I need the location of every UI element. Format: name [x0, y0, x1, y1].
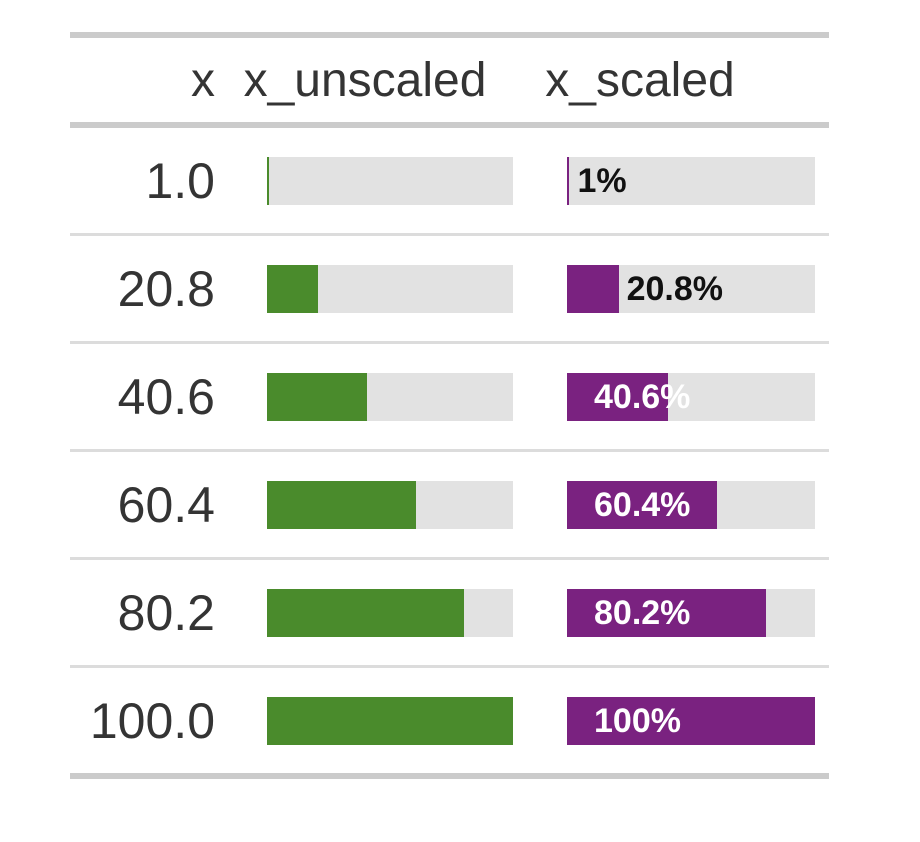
scaled-bar-fill: [567, 588, 766, 637]
column-header-x-scaled: x_scaled: [545, 53, 735, 107]
table-bottom-rule: [70, 773, 829, 779]
x-unscaled-cell: [215, 156, 515, 205]
x-value: 80.2: [117, 584, 215, 641]
table-row: 100.0 100%: [70, 665, 829, 773]
table-top-rule: [70, 32, 829, 38]
scaled-bar-label: 40.6%: [594, 377, 691, 416]
x-value: 60.4: [117, 476, 215, 533]
unscaled-bar-track: [267, 372, 513, 421]
scaled-bar-fill: [567, 480, 717, 529]
x-scaled-cell: 100%: [515, 696, 829, 745]
x-value: 40.6: [117, 368, 215, 425]
header-bottom-rule: [70, 122, 829, 128]
unscaled-bar-fill: [267, 588, 465, 637]
x-unscaled-cell: [215, 264, 515, 313]
scaled-bar-fill: [567, 372, 668, 421]
column-header-x-unscaled: x_unscaled: [243, 53, 487, 107]
x-unscaled-cell: [215, 588, 515, 637]
x-unscaled-cell: [215, 372, 515, 421]
scaled-bar-track: 40.6%: [567, 372, 815, 421]
x-scaled-cell: 40.6%: [515, 372, 829, 421]
unscaled-bar-track: [267, 480, 513, 529]
scaled-bar-track: 80.2%: [567, 588, 815, 637]
x-unscaled-cell: [215, 480, 515, 529]
scaled-bar-fill: [567, 264, 619, 313]
unscaled-bar-track: [267, 588, 513, 637]
unscaled-bar-fill: [267, 372, 367, 421]
scaled-bar-track: 60.4%: [567, 480, 815, 529]
unscaled-bar-fill: [267, 264, 319, 313]
unscaled-bar-track: [267, 156, 513, 205]
scaled-bar-track: 1%: [567, 156, 815, 205]
x-value: 20.8: [117, 260, 215, 317]
table-row: 20.8 20.8%: [70, 233, 829, 341]
x-scaled-cell: 80.2%: [515, 588, 829, 637]
scaled-bar-fill: [567, 156, 570, 205]
scaled-bar-track: 100%: [567, 696, 815, 745]
scaled-bar-label: 80.2%: [594, 593, 691, 632]
table-header-row: x x_unscaled x_scaled: [70, 38, 829, 122]
table-row: 80.2 80.2%: [70, 557, 829, 665]
scaled-bar-label: 1%: [577, 161, 627, 200]
table-row: 1.0 1%: [70, 128, 829, 233]
x-scaled-cell: 60.4%: [515, 480, 829, 529]
x-unscaled-cell: [215, 696, 515, 745]
data-table: x x_unscaled x_scaled 1.0 1% 20.8: [70, 32, 829, 779]
table-body: 1.0 1% 20.8 20.8% 40.6: [70, 128, 829, 773]
column-header-x: x: [191, 53, 215, 107]
scaled-bar-label: 60.4%: [594, 485, 691, 524]
scaled-bar-label: 20.8%: [626, 269, 723, 308]
x-scaled-cell: 1%: [515, 156, 829, 205]
x-scaled-cell: 20.8%: [515, 264, 829, 313]
x-value: 1.0: [145, 152, 215, 209]
scaled-bar-fill: [567, 696, 815, 745]
unscaled-bar-fill: [267, 156, 270, 205]
scaled-bar-track: 20.8%: [567, 264, 815, 313]
scaled-bar-label: 100%: [594, 701, 681, 740]
unscaled-bar-fill: [267, 696, 513, 745]
x-value: 100.0: [89, 692, 215, 749]
unscaled-bar-fill: [267, 480, 416, 529]
table-row: 40.6 40.6%: [70, 341, 829, 449]
unscaled-bar-track: [267, 264, 513, 313]
table-row: 60.4 60.4%: [70, 449, 829, 557]
unscaled-bar-track: [267, 696, 513, 745]
